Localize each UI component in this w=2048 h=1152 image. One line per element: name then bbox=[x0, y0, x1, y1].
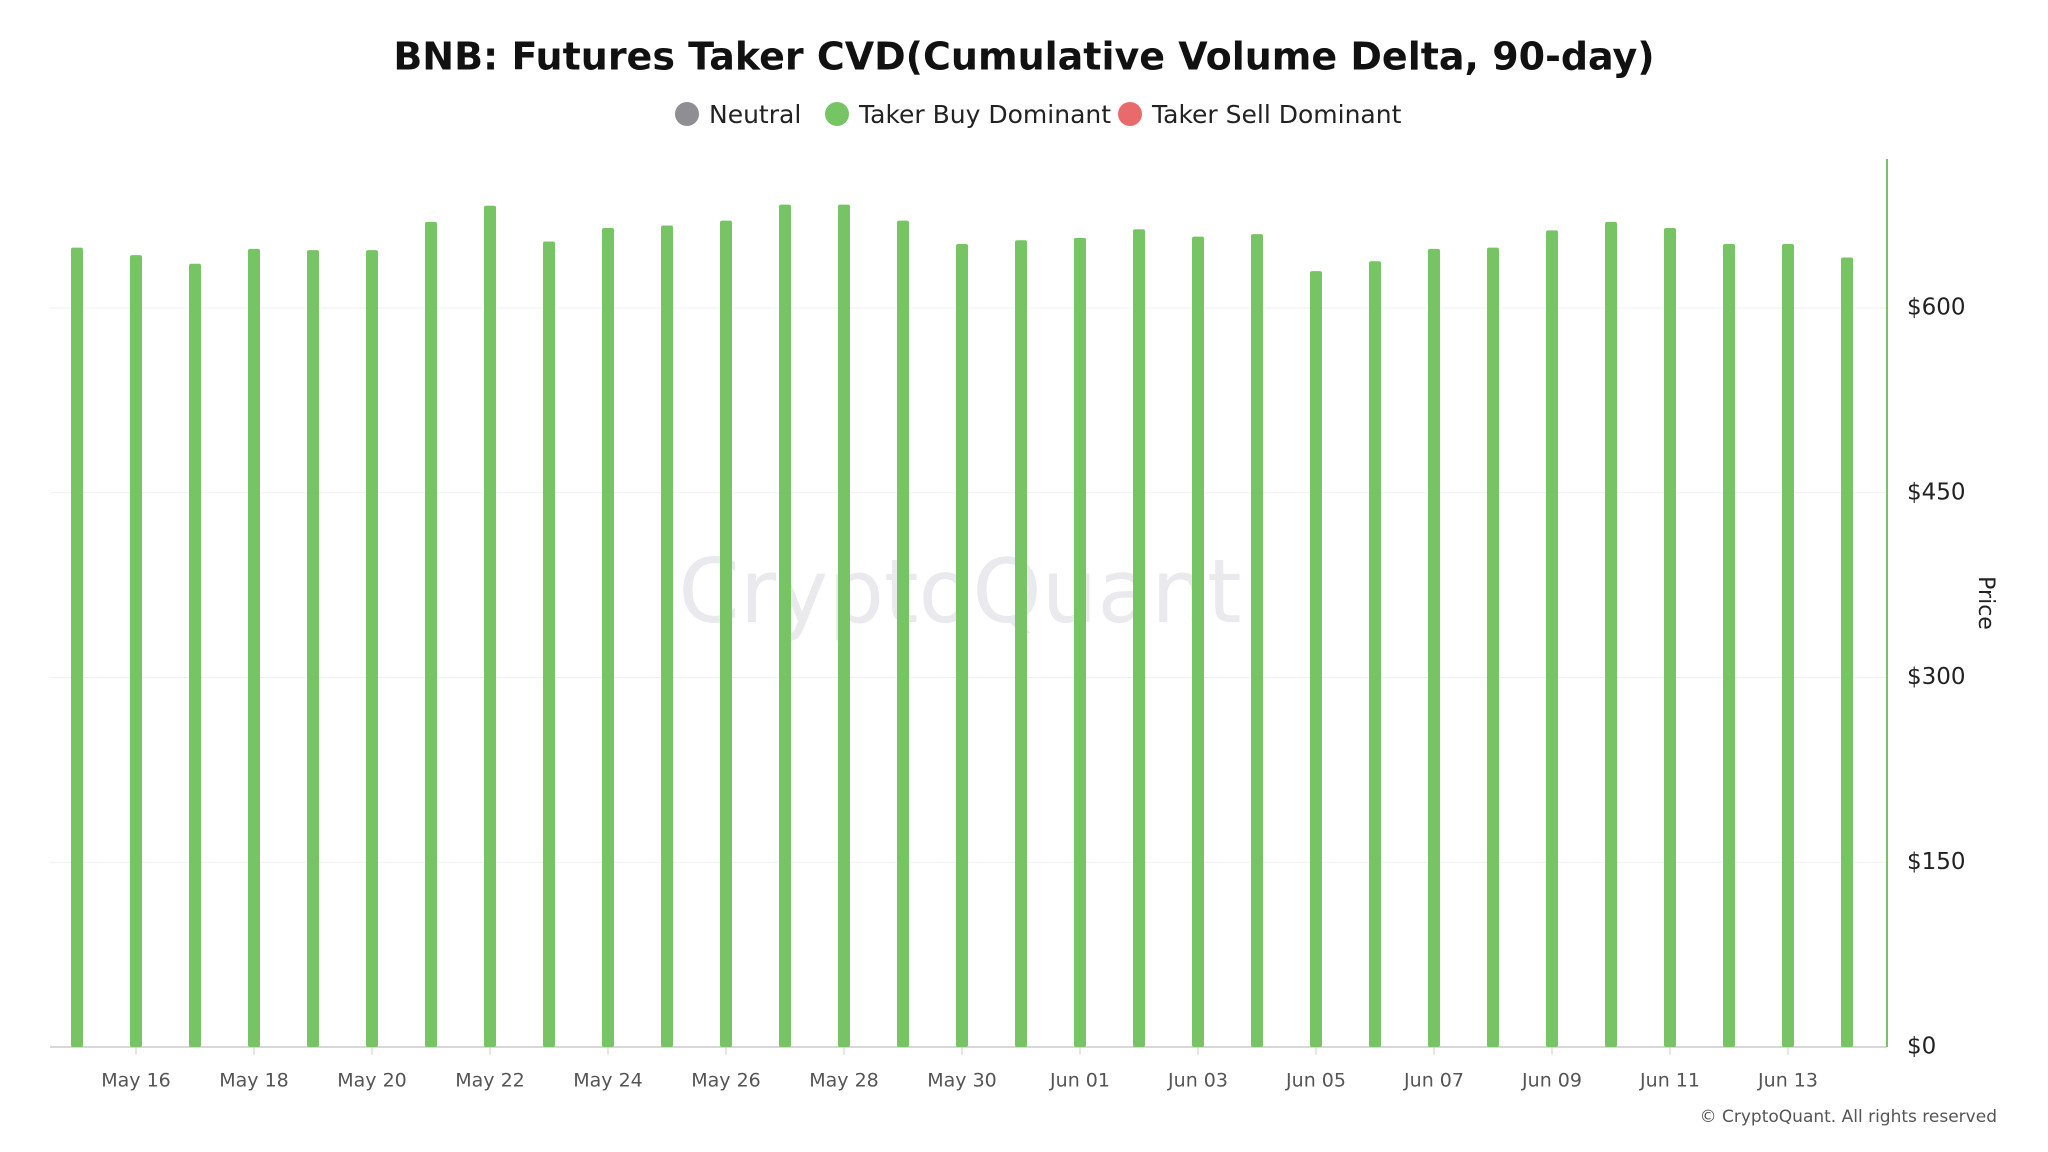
bar bbox=[1723, 243, 1735, 1048]
bar bbox=[779, 204, 791, 1047]
bar bbox=[71, 247, 83, 1048]
bar bbox=[1428, 248, 1440, 1048]
x-tick-label: May 30 bbox=[927, 1070, 997, 1092]
x-tick-label: May 22 bbox=[455, 1070, 525, 1092]
bar bbox=[307, 250, 319, 1047]
x-tick-label: Jun 03 bbox=[1167, 1070, 1228, 1092]
bar bbox=[1369, 261, 1381, 1047]
bar bbox=[1782, 243, 1794, 1048]
bar bbox=[1192, 236, 1204, 1048]
bar bbox=[956, 243, 968, 1048]
bar bbox=[543, 241, 555, 1047]
x-tick-label: Jun 07 bbox=[1403, 1070, 1464, 1092]
x-tick-label: Jun 05 bbox=[1285, 1070, 1346, 1092]
legend-marker bbox=[825, 102, 849, 126]
bar bbox=[425, 221, 437, 1048]
y-tick-label: $150 bbox=[1907, 849, 1966, 875]
x-tick-label: May 26 bbox=[691, 1070, 761, 1092]
bar bbox=[602, 227, 614, 1047]
bar bbox=[1133, 229, 1145, 1047]
bar bbox=[720, 220, 732, 1048]
bar bbox=[189, 263, 201, 1047]
legend-marker bbox=[675, 102, 699, 126]
x-tick-label: Jun 09 bbox=[1521, 1070, 1582, 1092]
y-axis-label: Price bbox=[1973, 576, 1998, 630]
bar bbox=[1487, 247, 1499, 1048]
bar bbox=[484, 205, 496, 1048]
x-tick-label: May 16 bbox=[101, 1070, 171, 1092]
x-tick-label: Jun 11 bbox=[1639, 1070, 1700, 1092]
y-tick-label: $450 bbox=[1907, 479, 1966, 505]
bar bbox=[248, 248, 260, 1048]
legend-label: Taker Buy Dominant bbox=[858, 100, 1111, 129]
x-tick-label: May 20 bbox=[337, 1070, 407, 1092]
bar bbox=[1310, 271, 1322, 1048]
bar bbox=[1074, 237, 1086, 1047]
x-tick-label: Jun 01 bbox=[1049, 1070, 1110, 1092]
legend-marker bbox=[1118, 102, 1142, 126]
legend-label: Neutral bbox=[709, 100, 801, 129]
legend-label: Taker Sell Dominant bbox=[1151, 100, 1402, 129]
bar bbox=[130, 255, 142, 1047]
y-tick-label: $300 bbox=[1907, 664, 1966, 690]
x-tick-label: Jun 13 bbox=[1757, 1070, 1818, 1092]
chart-title: BNB: Futures Taker CVD(Cumulative Volume… bbox=[393, 35, 1654, 79]
bar bbox=[1251, 234, 1263, 1048]
bar bbox=[897, 220, 909, 1048]
bar bbox=[1546, 230, 1558, 1048]
copyright: © CryptoQuant. All rights reserved bbox=[1700, 1107, 1997, 1127]
bar bbox=[1664, 227, 1676, 1047]
x-tick-label: May 28 bbox=[809, 1070, 879, 1092]
x-tick-label: May 18 bbox=[219, 1070, 289, 1092]
y-tick-label: $600 bbox=[1907, 295, 1966, 321]
bar bbox=[1605, 221, 1617, 1048]
y-tick-label: $0 bbox=[1907, 1034, 1936, 1060]
bar bbox=[661, 225, 673, 1047]
bar bbox=[1015, 240, 1027, 1047]
bar bbox=[1841, 257, 1853, 1048]
x-tick-label: May 24 bbox=[573, 1070, 643, 1092]
bar bbox=[366, 250, 378, 1047]
bar bbox=[838, 204, 850, 1047]
